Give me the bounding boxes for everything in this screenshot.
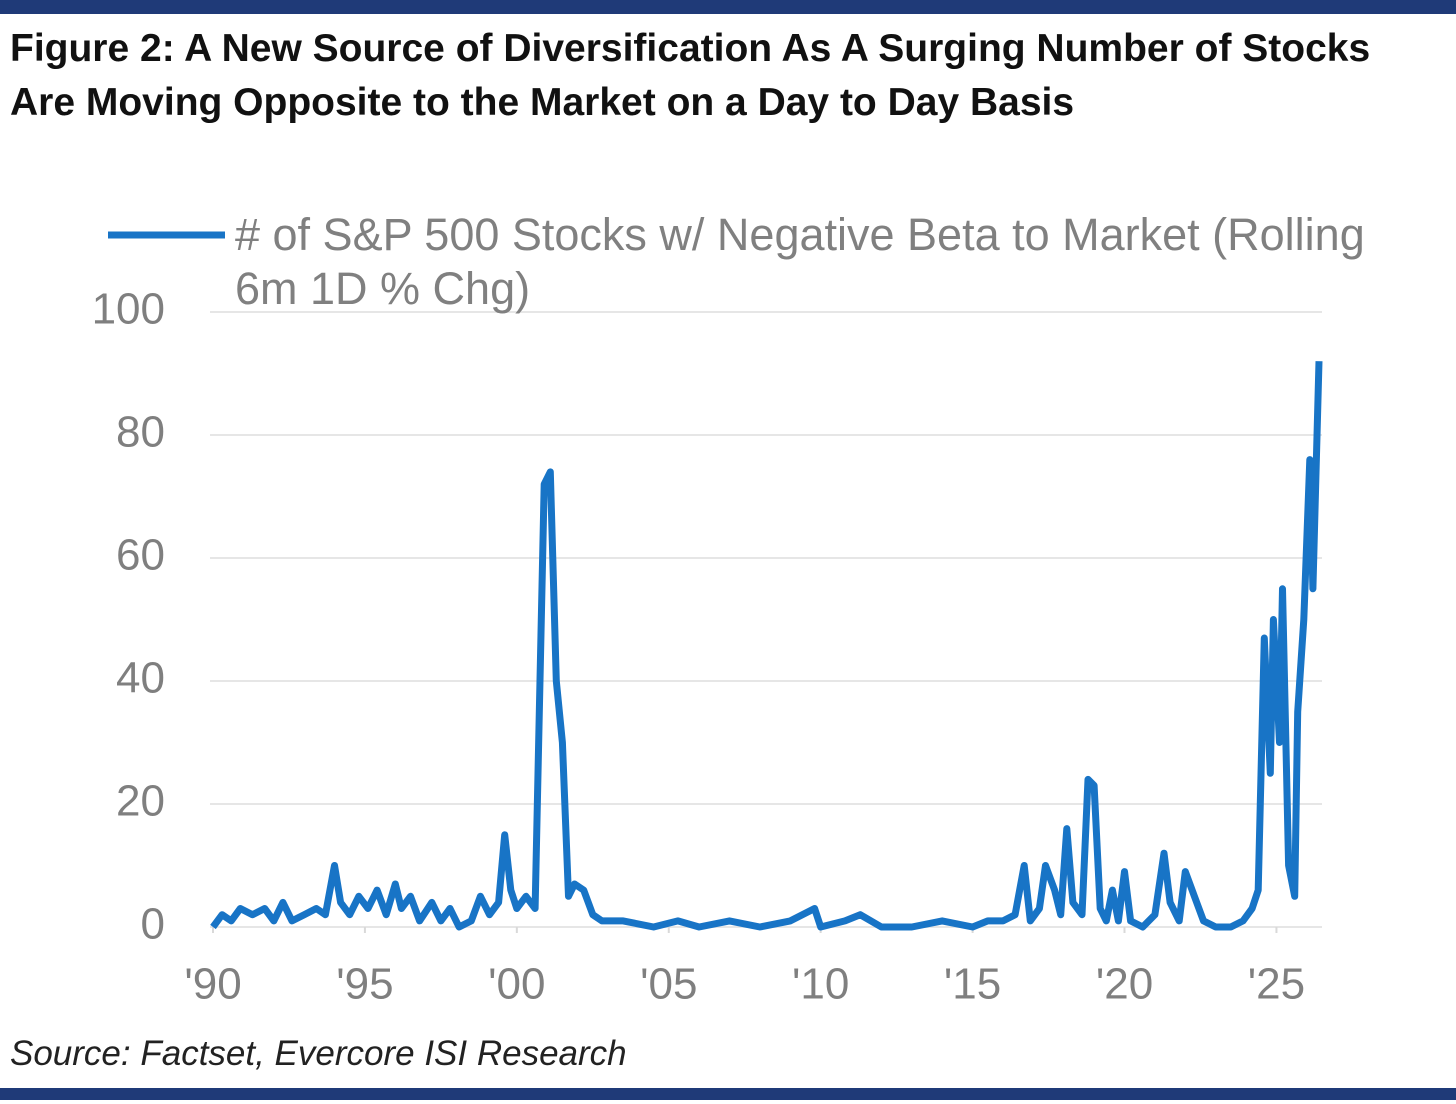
y-tick-label: 0: [141, 900, 165, 949]
line-series: [210, 361, 1323, 931]
bottom-bar: [0, 1088, 1456, 1100]
chart-title: Figure 2: A New Source of Diversificatio…: [10, 27, 1371, 124]
x-tick-label: '95: [336, 960, 393, 1009]
y-tick-label: 20: [116, 777, 165, 826]
y-tick-label: 100: [92, 285, 165, 334]
x-tick-label: '15: [944, 960, 1001, 1009]
x-tick-label: '00: [488, 960, 545, 1009]
x-tick-label: '90: [184, 960, 241, 1009]
x-tick-label: '05: [640, 960, 697, 1009]
top-bar: [0, 0, 1456, 14]
source: Source: Factset, Evercore ISI Research: [10, 1034, 627, 1073]
y-tick-label: 80: [116, 408, 165, 457]
legend-label: # of S&P 500 Stocks w/ Negative Beta to …: [235, 209, 1365, 314]
x-tick-label: '10: [792, 960, 849, 1009]
x-tick-label: '25: [1248, 960, 1305, 1009]
x-tick-label: '20: [1096, 960, 1153, 1009]
y-tick-label: 40: [116, 654, 165, 703]
y-tick-label: 60: [116, 531, 165, 580]
